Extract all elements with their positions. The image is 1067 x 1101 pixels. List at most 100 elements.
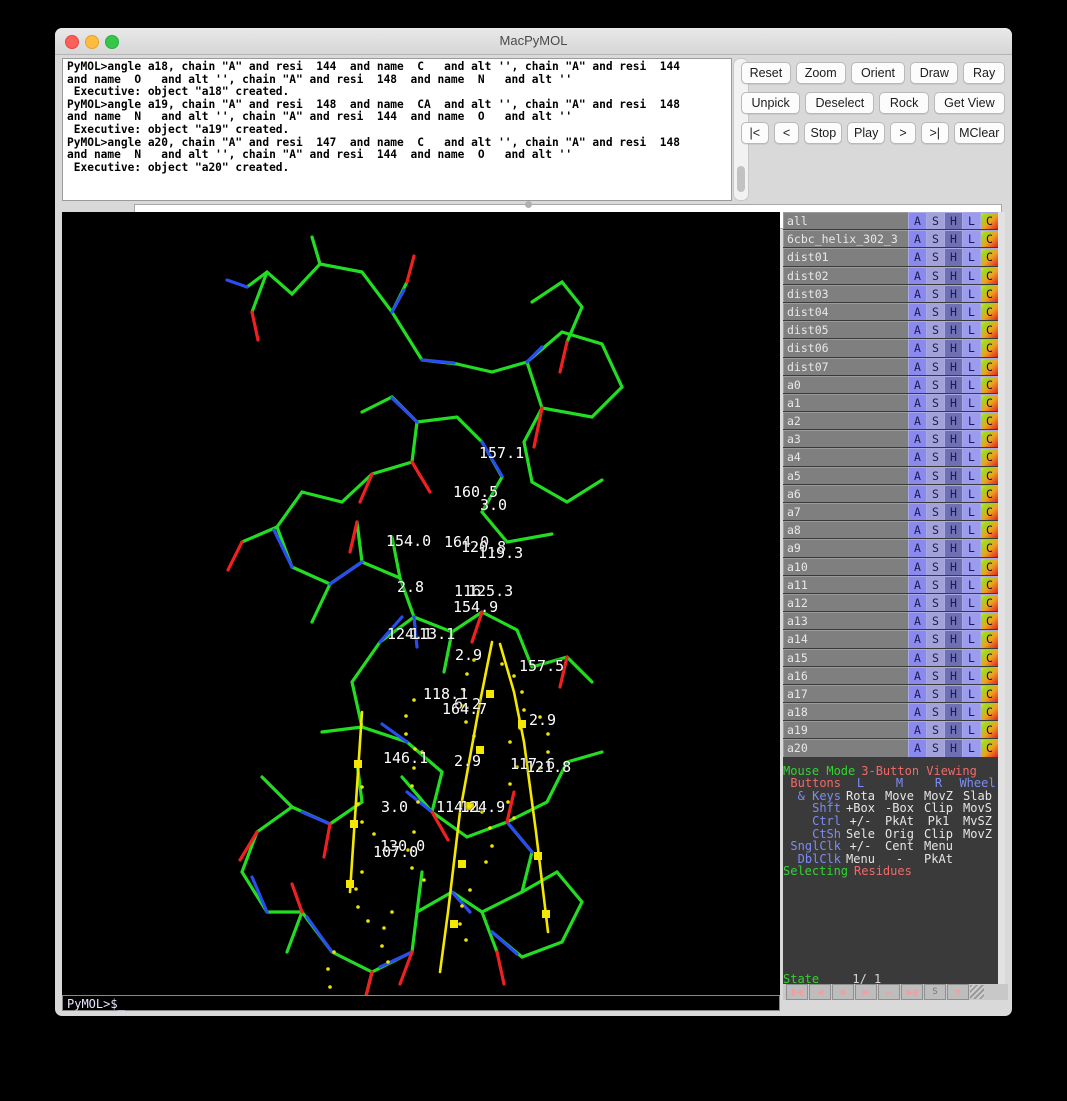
toggle-a-a3[interactable]: A — [908, 430, 926, 448]
object-row[interactable]: a18 A S H L C — [783, 703, 998, 722]
toggle-l-all[interactable]: L — [962, 212, 980, 230]
toggle-a-a19[interactable]: A — [908, 721, 926, 739]
toggle-l-a9[interactable]: L — [962, 539, 980, 557]
toggle-l-a3[interactable]: L — [962, 430, 980, 448]
object-row[interactable]: dist03 A S H L C — [783, 284, 998, 303]
toggle-l-a7[interactable]: L — [962, 503, 980, 521]
toggle-c-dist01[interactable]: C — [980, 248, 998, 266]
toggle-l-dist04[interactable]: L — [962, 302, 980, 321]
toggle-h-dist07[interactable]: H — [944, 357, 962, 375]
object-name-a4[interactable]: a4 — [783, 448, 908, 466]
toggle-h-a15[interactable]: H — [944, 648, 962, 666]
toggle-h-a5[interactable]: H — [944, 466, 962, 484]
toggle-l-a18[interactable]: L — [962, 703, 980, 721]
maximize-icon[interactable] — [105, 35, 119, 49]
object-name-dist03[interactable]: dist03 — [783, 284, 908, 302]
toggle-c-a7[interactable]: C — [980, 503, 998, 521]
toggle-c-a17[interactable]: C — [980, 684, 998, 703]
toggle-s-a10[interactable]: S — [926, 557, 944, 575]
toggle-a-dist06[interactable]: A — [908, 339, 926, 357]
object-row[interactable]: a2 A S H L C — [783, 412, 998, 431]
close-icon[interactable] — [65, 35, 79, 49]
toggle-h-dist03[interactable]: H — [944, 284, 962, 302]
toggle-l-a4[interactable]: L — [962, 448, 980, 466]
button-zoom[interactable]: Zoom — [795, 62, 846, 84]
object-row[interactable]: a3 A S H L C — [783, 430, 998, 449]
rewind-icon[interactable]: ▮◀ — [786, 984, 808, 1000]
object-row[interactable]: dist02 A S H L C — [783, 266, 998, 285]
toggle-c-a11[interactable]: C — [980, 575, 998, 593]
object-name-dist06[interactable]: dist06 — [783, 339, 908, 357]
toggle-l-a13[interactable]: L — [962, 612, 980, 630]
button-ray[interactable]: Ray — [963, 62, 1005, 84]
object-row[interactable]: a9 A S H L C — [783, 539, 998, 558]
toggle-l-a0[interactable]: L — [962, 375, 980, 393]
toggle-s-a11[interactable]: S — [926, 575, 944, 593]
toggle-s-a6[interactable]: S — [926, 484, 944, 502]
object-name-a11[interactable]: a11 — [783, 575, 908, 593]
toggle-l-a17[interactable]: L — [962, 684, 980, 703]
toggle-c-a19[interactable]: C — [980, 721, 998, 739]
toggle-a-a0[interactable]: A — [908, 375, 926, 393]
toggle-l-6cbc_helix_302_3[interactable]: L — [962, 230, 980, 248]
toggle-a-a12[interactable]: A — [908, 593, 926, 612]
toggle-h-a16[interactable]: H — [944, 666, 962, 684]
toggle-l-a1[interactable]: L — [962, 393, 980, 412]
toggle-a-a9[interactable]: A — [908, 539, 926, 557]
button-[interactable]: |< — [741, 122, 769, 144]
toggle-h-all[interactable]: H — [944, 212, 962, 230]
toggle-s-a17[interactable]: S — [926, 684, 944, 703]
toggle-c-dist06[interactable]: C — [980, 339, 998, 357]
play-icon[interactable]: ▶ — [855, 984, 877, 1000]
toggle-c-a8[interactable]: C — [980, 521, 998, 539]
toggle-c-dist04[interactable]: C — [980, 302, 998, 321]
object-name-dist07[interactable]: dist07 — [783, 357, 908, 375]
object-row[interactable]: a17 A S H L C — [783, 684, 998, 704]
toggle-s-a0[interactable]: S — [926, 375, 944, 393]
toggle-s-all[interactable]: S — [926, 212, 944, 230]
toggle-c-a0[interactable]: C — [980, 375, 998, 393]
object-name-dist05[interactable]: dist05 — [783, 321, 908, 339]
toggle-h-a14[interactable]: H — [944, 630, 962, 648]
toggle-l-dist05[interactable]: L — [962, 321, 980, 339]
toggle-s-6cbc_helix_302_3[interactable]: S — [926, 230, 944, 248]
toggle-a-a2[interactable]: A — [908, 412, 926, 430]
toggle-h-dist06[interactable]: H — [944, 339, 962, 357]
toggle-s-a1[interactable]: S — [926, 393, 944, 412]
object-row[interactable]: 6cbc_helix_302_3 A S H L C — [783, 230, 998, 249]
toggle-c-a9[interactable]: C — [980, 539, 998, 557]
toggle-l-a20[interactable]: L — [962, 739, 980, 757]
button-[interactable]: > — [890, 122, 916, 144]
button-deselect[interactable]: Deselect — [805, 92, 875, 114]
toggle-h-dist04[interactable]: H — [944, 302, 962, 321]
object-name-a2[interactable]: a2 — [783, 412, 908, 430]
toggle-a-a8[interactable]: A — [908, 521, 926, 539]
toggle-h-a13[interactable]: H — [944, 612, 962, 630]
stop-icon[interactable]: ■ — [832, 984, 854, 1000]
object-row[interactable]: a10 A S H L C — [783, 557, 998, 576]
object-name-all[interactable]: all — [783, 212, 908, 230]
toggle-s-dist07[interactable]: S — [926, 357, 944, 375]
toggle-c-a18[interactable]: C — [980, 703, 998, 721]
object-row[interactable]: a19 A S H L C — [783, 721, 998, 740]
minimize-icon[interactable] — [85, 35, 99, 49]
toggle-l-a16[interactable]: L — [962, 666, 980, 684]
object-row[interactable]: dist01 A S H L C — [783, 248, 998, 267]
toggle-s-dist06[interactable]: S — [926, 339, 944, 357]
toggle-c-a6[interactable]: C — [980, 484, 998, 502]
object-name-6cbc_helix_302_3[interactable]: 6cbc_helix_302_3 — [783, 230, 908, 248]
button-get-view[interactable]: Get View — [933, 92, 1005, 114]
console-output[interactable]: PyMOL>angle a18, chain "A" and resi 144 … — [62, 58, 732, 201]
toggle-l-dist06[interactable]: L — [962, 339, 980, 357]
toggle-s-a16[interactable]: S — [926, 666, 944, 684]
object-row[interactable]: a4 A S H L C — [783, 448, 998, 467]
toggle-c-a1[interactable]: C — [980, 393, 998, 412]
toggle-h-6cbc_helix_302_3[interactable]: H — [944, 230, 962, 248]
toggle-l-a11[interactable]: L — [962, 575, 980, 593]
toggle-h-a4[interactable]: H — [944, 448, 962, 466]
button-play[interactable]: Play — [847, 122, 886, 144]
pane-resize-grip[interactable] — [525, 201, 532, 208]
toggle-c-a14[interactable]: C — [980, 630, 998, 648]
toggle-c-a4[interactable]: C — [980, 448, 998, 466]
object-row[interactable]: a15 A S H L C — [783, 648, 998, 667]
